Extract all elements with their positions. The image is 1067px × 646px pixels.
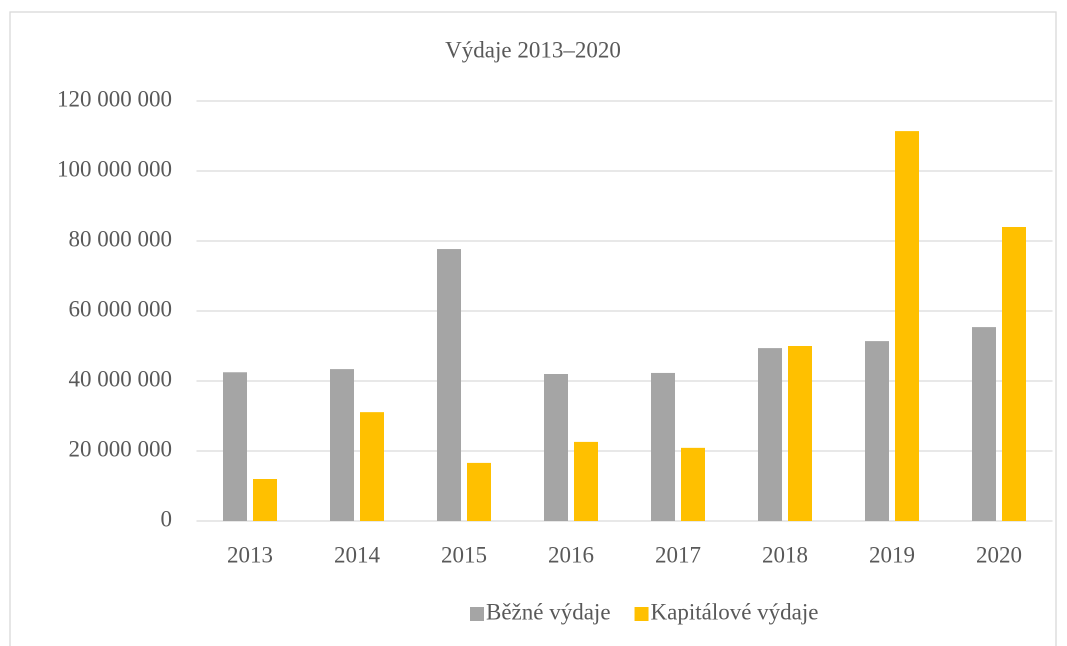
bar	[788, 346, 812, 521]
y-tick-label: 0	[161, 506, 173, 531]
y-tick-label: 120 000 000	[57, 86, 172, 111]
legend-swatch	[634, 607, 649, 621]
x-tick-label: 2015	[441, 542, 487, 567]
chart-title: Výdaje 2013–2020	[445, 37, 621, 62]
legend-swatch	[470, 607, 484, 621]
bar	[544, 374, 568, 521]
bar	[437, 249, 461, 522]
x-tick-label: 2017	[655, 542, 701, 567]
bar	[651, 372, 675, 521]
y-tick-label: 40 000 000	[69, 366, 173, 391]
bar	[758, 348, 782, 521]
y-tick-label: 100 000 000	[57, 156, 172, 181]
bar	[681, 447, 705, 521]
legend-label: Kapitálové výdaje	[651, 599, 819, 624]
bar	[972, 327, 996, 521]
legend-label: Běžné výdaje	[486, 599, 611, 624]
x-tick-label: 2016	[548, 542, 594, 567]
bar	[1002, 227, 1026, 521]
y-tick-label: 80 000 000	[69, 226, 173, 251]
bar	[253, 479, 277, 521]
bar	[330, 369, 354, 521]
x-tick-label: 2018	[762, 542, 808, 567]
bar	[467, 462, 491, 521]
bar	[360, 412, 384, 521]
x-tick-label: 2013	[227, 542, 273, 567]
x-tick-label: 2019	[869, 542, 915, 567]
chart-frame	[9, 11, 1057, 646]
bar	[895, 131, 919, 521]
y-tick-label: 20 000 000	[69, 436, 173, 461]
bar	[574, 441, 598, 521]
bar	[223, 372, 247, 521]
y-tick-label: 60 000 000	[69, 296, 173, 321]
bar	[865, 341, 889, 521]
x-tick-label: 2020	[976, 542, 1022, 567]
x-tick-label: 2014	[334, 542, 381, 567]
